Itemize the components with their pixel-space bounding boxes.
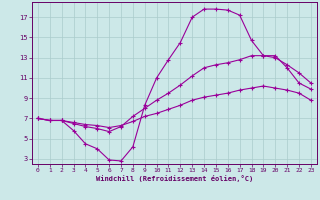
X-axis label: Windchill (Refroidissement éolien,°C): Windchill (Refroidissement éolien,°C) bbox=[96, 175, 253, 182]
